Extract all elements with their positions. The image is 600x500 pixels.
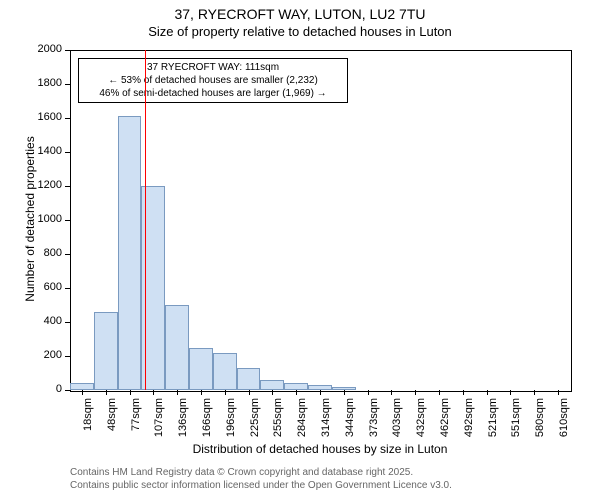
histogram-bar xyxy=(70,383,94,390)
y-tick-mark xyxy=(65,322,70,323)
histogram-bar xyxy=(94,312,118,390)
y-tick-mark xyxy=(65,220,70,221)
y-tick-label: 1000 xyxy=(22,213,62,225)
x-tick-mark xyxy=(82,390,83,395)
chart-container: 37, RYECROFT WAY, LUTON, LU2 7TU Size of… xyxy=(0,0,600,500)
x-tick-label: 136sqm xyxy=(177,398,189,448)
y-tick-mark xyxy=(65,50,70,51)
y-tick-label: 0 xyxy=(22,383,62,395)
x-tick-label: 551sqm xyxy=(510,398,522,448)
x-tick-mark xyxy=(415,390,416,395)
x-tick-mark xyxy=(272,390,273,395)
x-tick-mark xyxy=(439,390,440,395)
x-tick-mark xyxy=(510,390,511,395)
x-tick-label: 166sqm xyxy=(201,398,213,448)
annotation-line1: 37 RYECROFT WAY: 111sqm xyxy=(83,61,343,74)
y-tick-label: 800 xyxy=(22,247,62,259)
x-tick-label: 462sqm xyxy=(439,398,451,448)
y-tick-mark xyxy=(65,254,70,255)
histogram-bar xyxy=(213,353,237,390)
x-tick-label: 284sqm xyxy=(296,398,308,448)
annotation-box: 37 RYECROFT WAY: 111sqm ← 53% of detache… xyxy=(78,58,348,103)
y-tick-label: 200 xyxy=(22,349,62,361)
reference-line xyxy=(145,50,146,390)
histogram-bar xyxy=(308,385,332,390)
chart-title-sub: Size of property relative to detached ho… xyxy=(0,22,600,39)
x-tick-label: 610sqm xyxy=(558,398,570,448)
y-tick-label: 600 xyxy=(22,281,62,293)
histogram-bar xyxy=(189,348,213,391)
histogram-bar xyxy=(260,380,284,390)
y-tick-mark xyxy=(65,186,70,187)
y-tick-mark xyxy=(65,390,70,391)
histogram-bar xyxy=(284,383,308,390)
x-tick-mark xyxy=(153,390,154,395)
histogram-bar xyxy=(118,116,142,390)
x-tick-label: 107sqm xyxy=(153,398,165,448)
x-tick-mark xyxy=(201,390,202,395)
y-tick-mark xyxy=(65,152,70,153)
x-tick-label: 403sqm xyxy=(391,398,403,448)
x-tick-label: 314sqm xyxy=(320,398,332,448)
footer-line-1: Contains HM Land Registry data © Crown c… xyxy=(70,467,413,478)
x-tick-label: 373sqm xyxy=(368,398,380,448)
y-tick-label: 2000 xyxy=(22,43,62,55)
y-tick-mark xyxy=(65,118,70,119)
x-tick-label: 196sqm xyxy=(225,398,237,448)
x-tick-mark xyxy=(225,390,226,395)
x-tick-mark xyxy=(249,390,250,395)
x-tick-mark xyxy=(534,390,535,395)
x-tick-mark xyxy=(463,390,464,395)
x-tick-mark xyxy=(320,390,321,395)
x-tick-mark xyxy=(130,390,131,395)
x-tick-mark xyxy=(391,390,392,395)
x-tick-label: 492sqm xyxy=(463,398,475,448)
x-tick-mark xyxy=(344,390,345,395)
x-tick-mark xyxy=(106,390,107,395)
y-tick-label: 1200 xyxy=(22,179,62,191)
x-tick-mark xyxy=(368,390,369,395)
x-tick-mark xyxy=(296,390,297,395)
y-tick-mark xyxy=(65,356,70,357)
x-tick-label: 18sqm xyxy=(82,398,94,448)
y-tick-mark xyxy=(65,84,70,85)
x-tick-label: 225sqm xyxy=(249,398,261,448)
x-tick-label: 77sqm xyxy=(130,398,142,448)
x-tick-label: 580sqm xyxy=(534,398,546,448)
x-tick-label: 344sqm xyxy=(344,398,356,448)
x-tick-mark xyxy=(558,390,559,395)
y-tick-label: 1400 xyxy=(22,145,62,157)
histogram-bar xyxy=(237,368,261,390)
histogram-bar xyxy=(332,387,356,390)
y-tick-label: 1800 xyxy=(22,77,62,89)
chart-title-main: 37, RYECROFT WAY, LUTON, LU2 7TU xyxy=(0,0,600,22)
x-tick-label: 255sqm xyxy=(272,398,284,448)
x-tick-label: 521sqm xyxy=(487,398,499,448)
x-tick-mark xyxy=(177,390,178,395)
x-tick-label: 432sqm xyxy=(415,398,427,448)
annotation-line2: ← 53% of detached houses are smaller (2,… xyxy=(83,74,343,87)
x-tick-mark xyxy=(487,390,488,395)
annotation-line3: 46% of semi-detached houses are larger (… xyxy=(83,87,343,100)
y-tick-label: 1600 xyxy=(22,111,62,123)
y-tick-label: 400 xyxy=(22,315,62,327)
footer-line-2: Contains public sector information licen… xyxy=(70,480,452,491)
histogram-bar xyxy=(165,305,189,390)
y-tick-mark xyxy=(65,288,70,289)
x-tick-label: 48sqm xyxy=(106,398,118,448)
